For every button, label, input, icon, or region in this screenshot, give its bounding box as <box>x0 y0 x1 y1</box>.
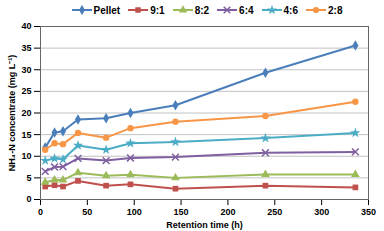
svg-text:150: 150 <box>174 207 189 217</box>
svg-text:10: 10 <box>21 151 31 161</box>
svg-text:35: 35 <box>21 43 31 53</box>
svg-text:300: 300 <box>314 207 329 217</box>
svg-text:15: 15 <box>21 130 31 140</box>
svg-text:25: 25 <box>21 86 31 96</box>
svg-text:50: 50 <box>82 207 92 217</box>
svg-text:250: 250 <box>267 207 282 217</box>
html-text:Pellet: Pellet <box>93 4 121 16</box>
svg-text:100: 100 <box>127 207 142 217</box>
svg-text:5: 5 <box>26 173 31 183</box>
svg-text:40: 40 <box>21 21 31 31</box>
svg-text:200: 200 <box>220 207 235 217</box>
svg-text:Retention time (h): Retention time (h) <box>166 220 243 230</box>
svg-text:20: 20 <box>21 108 31 118</box>
svg-text:350: 350 <box>361 207 376 217</box>
svg-text:30: 30 <box>21 65 31 75</box>
svg-text:0: 0 <box>38 207 43 217</box>
html-text:8:2: 8:2 <box>194 4 210 16</box>
html-text:4:6: 4:6 <box>283 4 298 16</box>
html-text:2:8: 2:8 <box>328 4 343 16</box>
html-text:6:4: 6:4 <box>239 4 254 16</box>
svg-text:NH₄-N concentrate (mg L⁻¹): NH₄-N concentrate (mg L⁻¹) <box>7 55 17 171</box>
html-text:9:1: 9:1 <box>150 4 165 16</box>
svg-text:0: 0 <box>26 194 31 204</box>
